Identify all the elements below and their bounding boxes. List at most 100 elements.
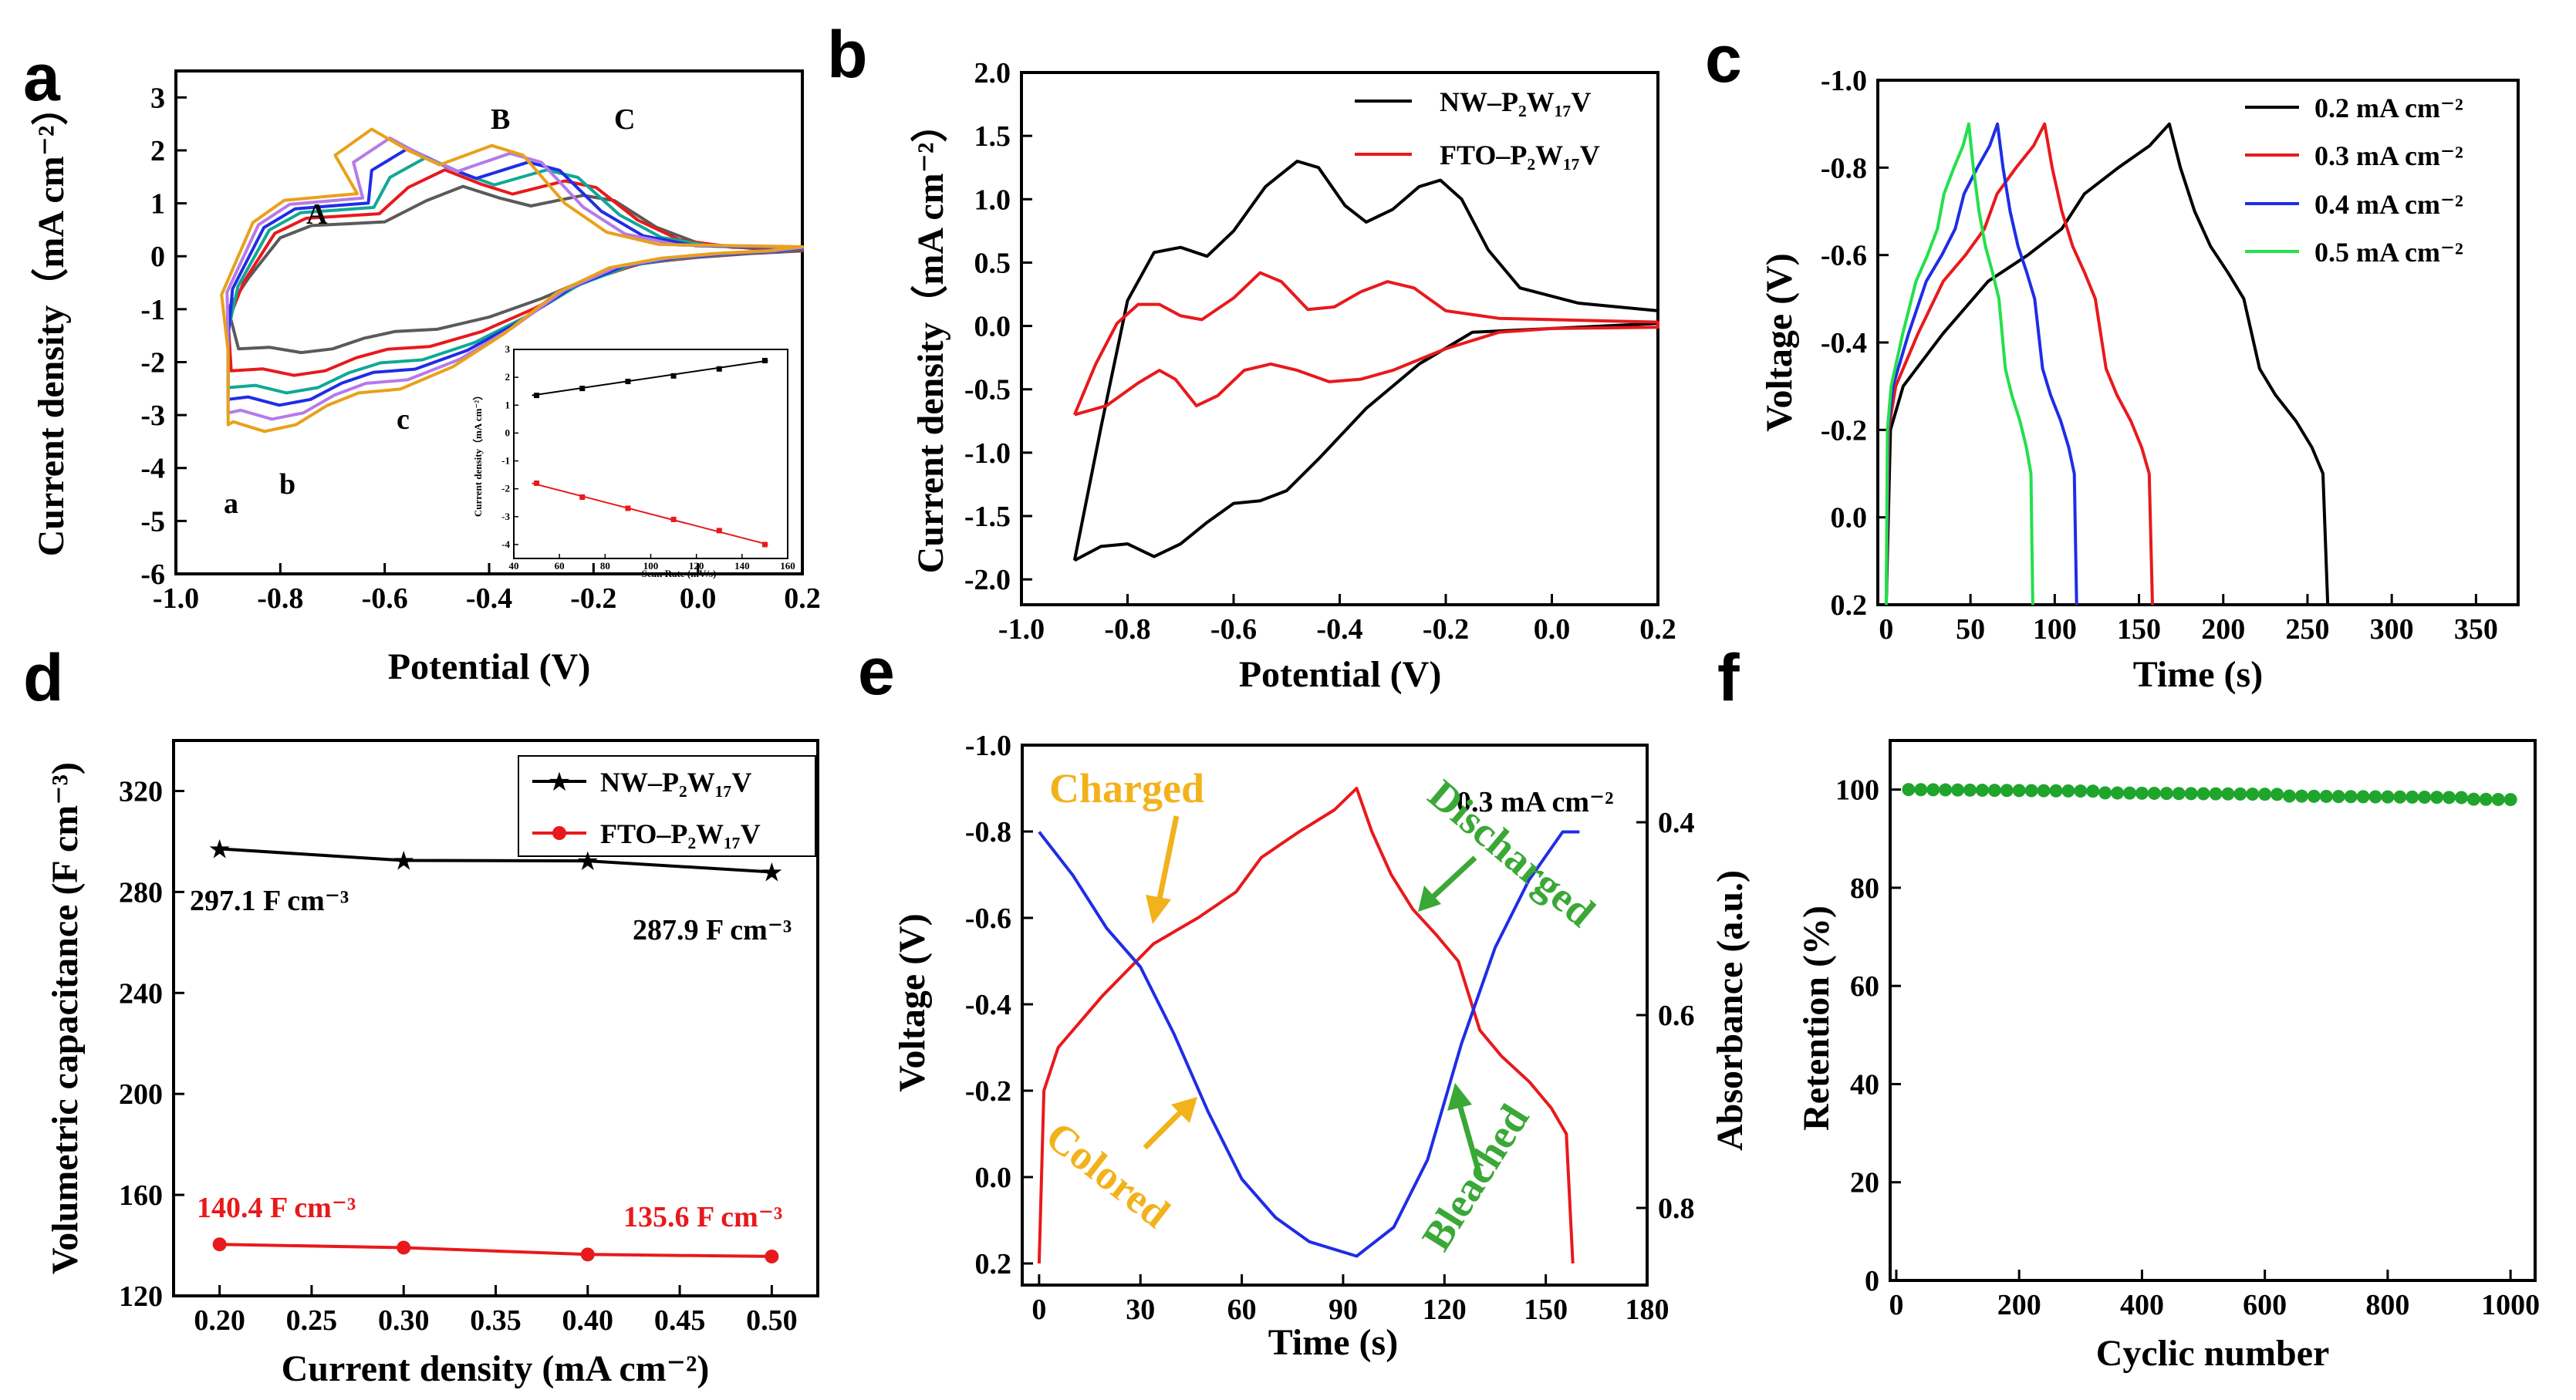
retention-point-10 (2024, 784, 2038, 798)
current-label-e: 0.3 mA cm⁻² (1457, 786, 1613, 818)
retention-point-46 (2466, 792, 2480, 806)
ytick-label-a-0: -6 (140, 558, 165, 591)
xtick-label-d-4: 0.40 (562, 1304, 614, 1337)
ytick-label-e-0: -1.0 (965, 730, 1011, 762)
arrow-discharged (1418, 855, 1477, 912)
ytick-label-a-8: 2 (150, 135, 165, 167)
xtick-label-a-6: 0.2 (784, 582, 821, 615)
cv-curve-scan6 (220, 127, 804, 433)
retention-point-0 (1902, 783, 1916, 797)
xtick-label-f-2: 400 (2120, 1289, 2164, 1321)
annotation-charged: Charged (1049, 765, 1204, 811)
retention-point-43 (2430, 791, 2444, 805)
curves-d: ★ ★ ★ ★ (208, 835, 784, 1263)
xtick-label-d-2: 0.30 (378, 1304, 430, 1337)
ylabel-c: Voltage (V) (1759, 253, 1800, 432)
peak-label-B: B (491, 103, 510, 136)
inset-ylabel-a: Current density（mA cm⁻²） (472, 390, 484, 517)
inset-ytick-label-7: 3 (505, 343, 511, 355)
ylabel-right-e: Absorbance (a.u.) (1710, 870, 1751, 1151)
xtick-label-c-4: 200 (2201, 613, 2245, 646)
xtick-label-d-5: 0.45 (654, 1304, 706, 1337)
xtick-label-b-4: -0.2 (1423, 613, 1469, 646)
peak-label-b: b (279, 468, 295, 501)
curves-c (1884, 122, 2330, 606)
ytick-label-b-0: -2.0 (964, 564, 1011, 596)
panel-a: a -1.0 -0.8 -0.6 -0.4 -0.2 0.0 0.2-6-5-4-3-2-1… (23, 41, 821, 687)
arrow-charged (1146, 815, 1180, 924)
inset-xtick-label-1: 60 (555, 560, 565, 572)
peak-label-A: A (306, 198, 328, 231)
xtick-label-f-0: 0 (1889, 1289, 1903, 1321)
peak-label-a: a (224, 487, 238, 520)
legend-marker-d-fto (552, 826, 566, 840)
retention-point-24 (2196, 787, 2210, 801)
inset-ytick-label-0: -4 (501, 538, 510, 550)
retention-point-5 (1963, 783, 1977, 797)
ytick-label-d-4: 280 (119, 876, 163, 909)
legend-label-d-nw: NW–P₂W₁₇V (600, 767, 751, 798)
ytick-label-c-6: 0.2 (1831, 589, 1868, 622)
ytick-label-b-7: 1.5 (974, 120, 1011, 153)
retention-point-19 (2135, 786, 2149, 800)
retention-point-39 (2381, 790, 2395, 804)
legend-marker-d-nw: ★ (548, 768, 571, 797)
inset-point-anodic-3 (670, 373, 677, 379)
ylabel-d: Volumetric capacitance (F cm⁻³) (45, 762, 86, 1274)
inset-content-a: 40 60 80 100 120 140 160 -4 -3 -2 -1 0 1 2 3 (501, 343, 795, 572)
ytick-label-c-3: -0.4 (1821, 327, 1867, 359)
inset-point-cathodic-3 (670, 516, 677, 522)
curves-e (1037, 787, 1580, 1264)
inset-xtick-label-2: 80 (600, 560, 610, 572)
ytick-label-c-2: -0.6 (1821, 240, 1867, 272)
inset-point-cathodic-4 (716, 528, 722, 534)
retention-point-33 (2307, 789, 2321, 803)
ytick-label-d-5: 320 (119, 775, 163, 808)
xtick-label-f-4: 800 (2365, 1289, 2409, 1321)
legend-label-c-2: 0.4 mA cm⁻² (2314, 189, 2463, 220)
xtick-label-d-3: 0.35 (470, 1304, 522, 1337)
panel-label-c: c (1705, 22, 1742, 96)
retention-point-31 (2283, 789, 2297, 803)
xtick-label-a-1: -0.8 (257, 582, 303, 615)
inset-ytick-label-4: 0 (505, 427, 511, 438)
inset-point-cathodic-5 (761, 541, 768, 548)
retention-point-29 (2258, 788, 2272, 801)
retention-point-35 (2331, 790, 2345, 804)
retention-point-49 (2503, 793, 2517, 807)
inset-fit-cathodic (532, 482, 768, 545)
ytick-label-d-0: 120 (119, 1280, 163, 1313)
capacitance-line-1 (219, 1243, 772, 1258)
ytick-label-c-1: -0.8 (1821, 152, 1867, 184)
inset-point-cathodic-1 (579, 494, 586, 501)
ylabel-a: Current density（mA cm⁻²） (31, 89, 72, 557)
cv-curve-fto (1072, 271, 1659, 417)
inset-point-anodic-1 (579, 386, 586, 392)
retention-point-17 (2111, 786, 2125, 800)
retention-point-27 (2233, 787, 2247, 801)
ytick-label-a-9: 3 (150, 82, 165, 114)
inset-point-anodic-0 (534, 393, 540, 399)
legend-c: 0.2 mA cm⁻² 0.3 mA cm⁻² 0.4 mA cm⁻² 0.5 … (2245, 93, 2463, 268)
ticks-a: -1.0 -0.8 -0.6 -0.4 -0.2 0.0 0.2 -6 -5 -4 -3 -2 -1 0 1… (140, 82, 820, 615)
inset-xtick-label-5: 140 (734, 560, 750, 572)
xtick-label-b-0: -1.0 (998, 613, 1045, 646)
ytick-label-a-7: 1 (150, 188, 165, 221)
legend-label-b-fto: FTO–P₂W₁₇V (1440, 140, 1600, 170)
ytick-label-d-1: 160 (119, 1179, 163, 1212)
xtick-label-d-0: 0.20 (194, 1304, 245, 1337)
panel-label-b: b (827, 18, 868, 92)
xtick-label-e-3: 90 (1329, 1294, 1358, 1326)
xtick-label-b-1: -0.8 (1104, 613, 1150, 646)
ytick-label-e-2: -0.6 (965, 902, 1011, 935)
retention-point-13 (2061, 784, 2075, 798)
retention-point-20 (2147, 786, 2161, 800)
xlabel-a: Potential (V) (388, 646, 591, 687)
inset-ytick-label-2: -2 (501, 483, 510, 494)
inset-xtick-label-4: 120 (689, 560, 704, 572)
xtick-label-c-5: 250 (2285, 613, 2329, 646)
ticks-e: 0 30 60 90 120 150 180 -1.0 -0.8 -0.6 -0.4 -0.2 0.0 0… (965, 730, 1695, 1326)
xtick-label-b-3: -0.4 (1316, 613, 1362, 646)
gcd-curve-c-1 (1884, 122, 2154, 606)
